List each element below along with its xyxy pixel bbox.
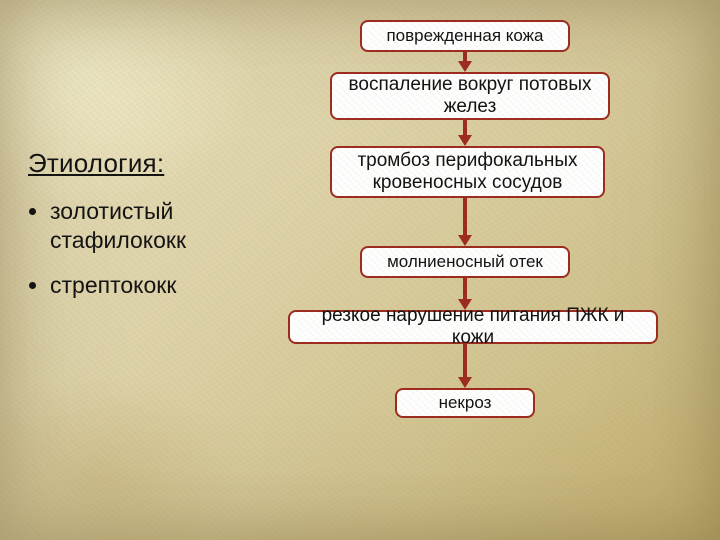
flowchart: поврежденная кожа воспаление вокруг потов… <box>0 0 720 540</box>
flow-node-label: некроз <box>439 393 492 413</box>
flow-node-label: воспаление вокруг потовых желез <box>340 74 600 118</box>
flow-node-n6: некроз <box>395 388 535 418</box>
flow-node-label: молниеносный отек <box>387 252 543 272</box>
flow-node-n2: воспаление вокруг потовых желез <box>330 72 610 120</box>
flow-node-label: резкое нарушение питания ПЖК и кожи <box>298 305 648 349</box>
flow-node-n5: резкое нарушение питания ПЖК и кожи <box>288 310 658 344</box>
flow-node-label: поврежденная кожа <box>386 26 543 46</box>
flow-node-n3: тромбоз перифокальных кровеносных сосудо… <box>330 146 605 198</box>
flow-node-n4: молниеносный отек <box>360 246 570 278</box>
flow-node-n1: поврежденная кожа <box>360 20 570 52</box>
flow-node-label: тромбоз перифокальных кровеносных сосудо… <box>340 150 595 194</box>
slide-root: Этиология: золотистый стафилококк стрепт… <box>0 0 720 540</box>
